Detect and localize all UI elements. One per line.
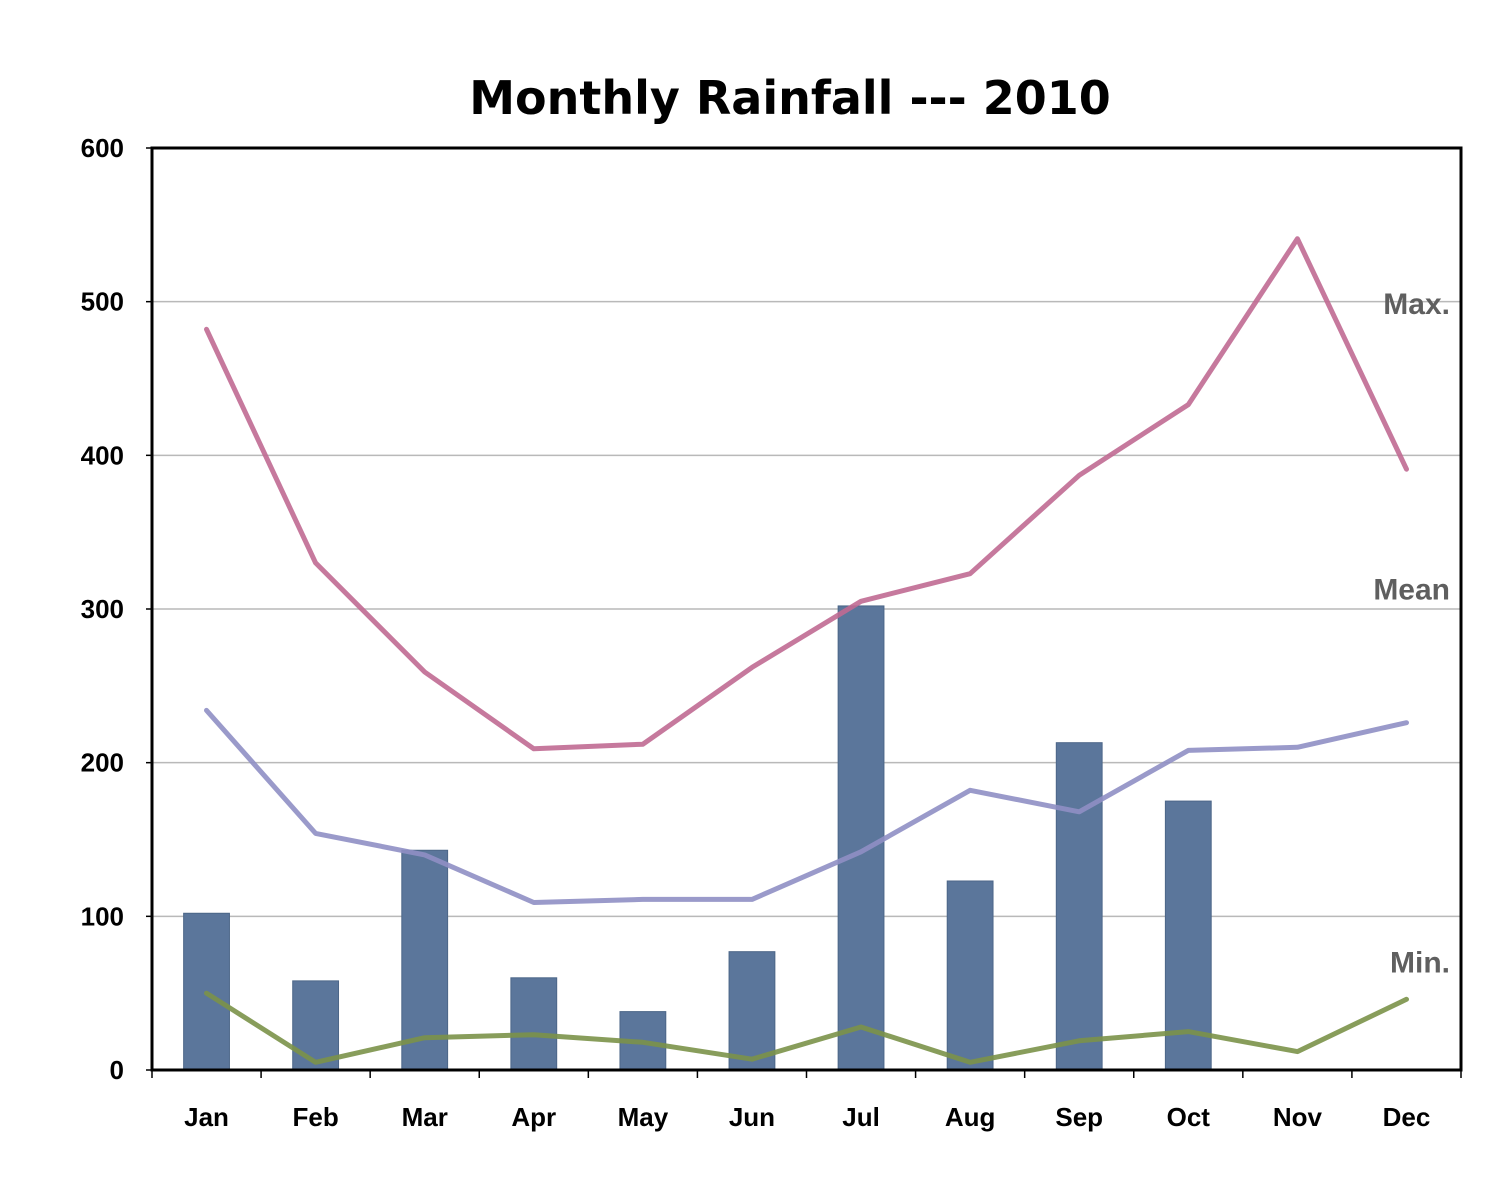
bar-oct [1164,800,1212,1071]
chart-title: Monthly Rainfall --- 2010 [469,71,1111,125]
y-tick-label: 200 [81,748,124,778]
series-label-mean: Mean [1373,574,1450,607]
x-tick-label: Mar [402,1102,448,1132]
tick-labels: 0 100 200 300 400 500 600 Jan Feb Mar Apr May Jun Jul… [81,133,1431,1132]
x-tick-label: Feb [293,1102,339,1132]
bar-aug [946,880,994,1071]
series-line-mean [204,707,1409,905]
x-tick-label: Nov [1273,1102,1323,1132]
bar-mar [401,849,449,1071]
x-tick-label: Sep [1055,1102,1103,1132]
series-lines [204,236,1409,1065]
gridlines [152,300,1461,918]
y-tick-label: 400 [81,440,124,470]
x-tick-label: May [618,1102,669,1132]
axes [146,146,1463,1078]
y-tick-label: 0 [110,1055,124,1085]
x-tick-label: Aug [945,1102,996,1132]
series-label-min: Min. [1390,946,1450,979]
bar-jun [728,951,776,1071]
bar-apr [510,977,558,1071]
y-tick-label: 300 [81,594,124,624]
y-tick-label: 600 [81,133,124,163]
bar-jul [837,605,885,1071]
series-label-max: Max. [1383,288,1450,321]
x-tick-label: Oct [1167,1102,1211,1132]
y-tick-label: 100 [81,901,124,931]
x-tick-label: Jan [184,1102,229,1132]
series-line-min [204,990,1409,1065]
x-tick-label: Jul [842,1102,880,1132]
x-tick-label: Apr [511,1102,556,1132]
series-labels: Max. Mean Min. [1373,288,1450,979]
y-tick-label: 500 [81,287,124,317]
series-line-max [204,236,1409,752]
x-tick-label: Jun [729,1102,775,1132]
x-tick-label: Dec [1383,1102,1431,1132]
bar-sep [1055,742,1103,1071]
